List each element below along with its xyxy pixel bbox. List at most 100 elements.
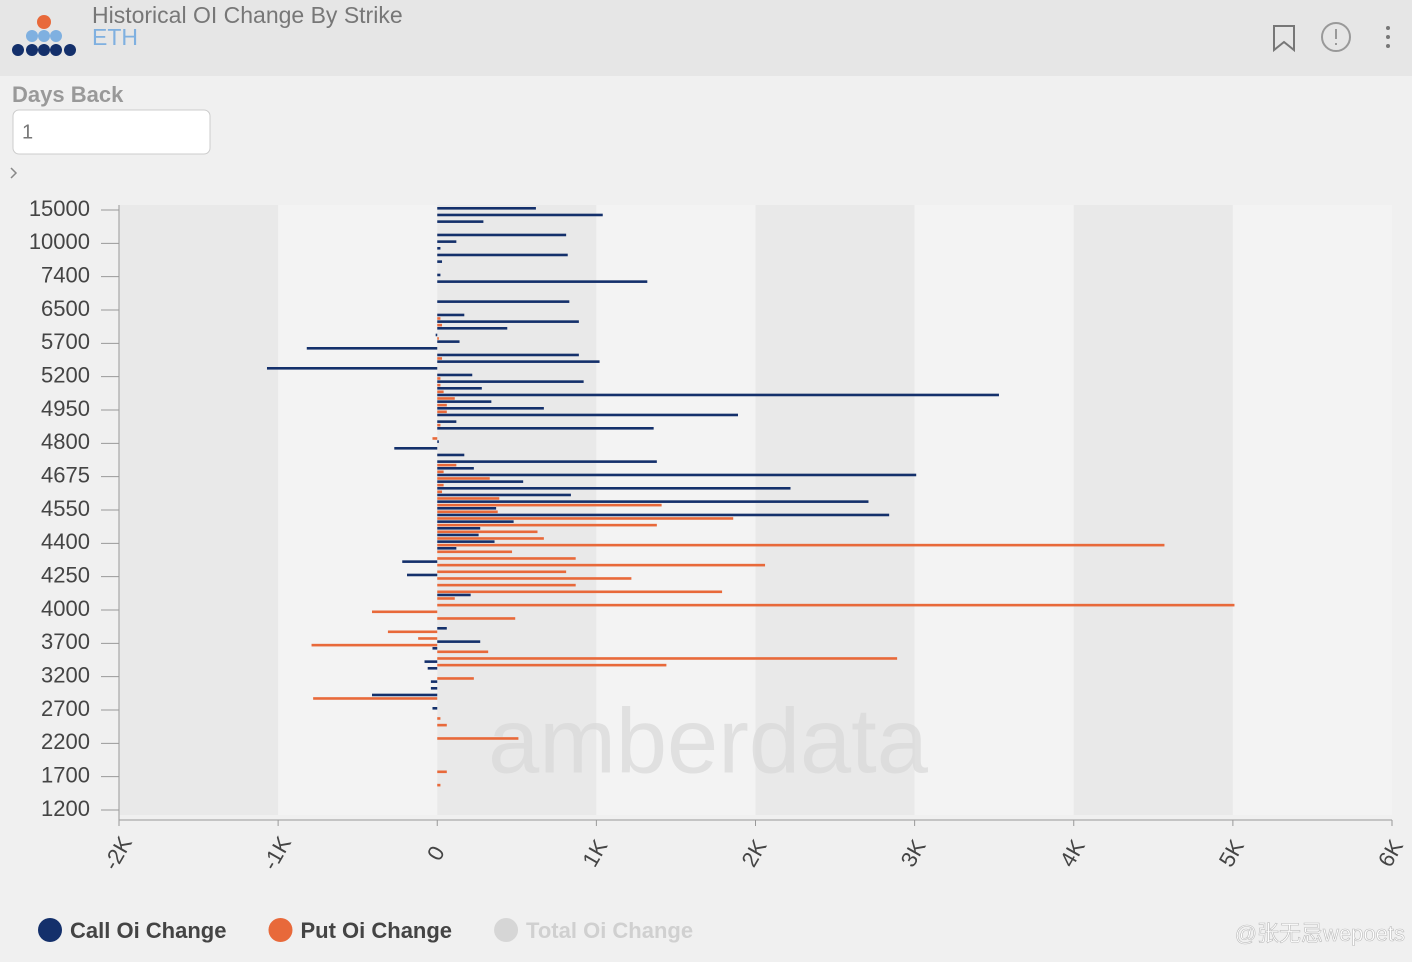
bar [437,393,999,397]
bar [437,597,455,600]
bar [437,737,519,740]
bar [437,440,439,443]
y-tick-label: 4950 [41,396,90,421]
bar [437,520,514,523]
bookmark-icon[interactable] [1273,25,1295,53]
bar [437,337,439,340]
bar [437,423,441,427]
y-tick-label: 1700 [41,762,90,787]
bar [437,387,482,390]
bar [437,260,443,263]
days-back-label: Days Back [12,82,124,107]
y-tick-label: 4550 [41,496,90,521]
y-tick-label: 5200 [41,362,90,387]
bar [437,473,917,477]
bar [437,770,447,774]
logo [12,15,76,56]
bar [437,650,489,654]
bar [437,353,579,357]
plot-band [119,205,279,815]
bar [266,367,438,370]
bar [437,493,571,497]
days-back-value: 1 [22,121,33,143]
bar [437,507,497,510]
bar [437,627,447,630]
more-icon[interactable] [1386,26,1390,48]
bar [437,523,657,527]
plot-band [596,205,756,815]
bar [437,470,444,474]
y-tick-label: 4000 [41,596,90,621]
bar [437,517,734,520]
x-tick-label: 1K [577,835,612,871]
bar [437,380,584,383]
bar [437,563,766,567]
bar [437,407,544,410]
plot-band [1073,205,1233,815]
bar [437,513,890,517]
bar [432,647,438,650]
bar [437,547,457,550]
header-bar [0,0,1412,76]
bar [437,483,444,487]
y-tick-label: 7400 [41,262,90,287]
x-tick-label: -2K [98,832,137,874]
bar [437,207,536,210]
bar [437,557,576,560]
bar [437,320,579,323]
bar [437,570,567,574]
bar [402,560,438,563]
bar [437,527,481,530]
watermark: amberdata [488,690,929,792]
bar [437,663,667,667]
bar [437,327,508,330]
bar [437,510,498,514]
credit: @张无忌wepoets [1235,921,1405,946]
expand-toggle[interactable] [10,167,18,179]
bar [437,220,484,223]
bar [432,707,438,710]
y-tick-label: 1200 [41,796,90,821]
bar [437,413,738,417]
x-tick-label: 3K [896,835,931,871]
info-icon[interactable] [1321,22,1351,52]
bar [432,437,438,440]
subtitle: ETH [92,24,138,50]
y-tick-label: 3200 [41,662,90,687]
bar [387,630,438,634]
y-tick-label: 2700 [41,696,90,721]
bar [372,610,438,614]
bar [437,477,490,480]
legend-label[interactable]: Put Oi Change [300,918,452,943]
days-back-input[interactable] [12,109,211,155]
bar [437,577,632,580]
y-tick-label: 3700 [41,629,90,654]
y-tick-label: 15000 [29,196,90,221]
bar [435,333,438,337]
bar [437,603,1235,607]
bar [437,383,441,387]
y-tick-label: 2200 [41,729,90,754]
bar [437,390,444,394]
bar [437,783,441,787]
bar [437,253,568,257]
bar [437,323,443,327]
bar [437,460,657,463]
bar [437,410,447,414]
legend-swatch [494,918,519,942]
bar [437,273,441,277]
bar [437,247,441,250]
bar [437,723,447,727]
y-tick-label: 5700 [41,329,90,354]
plot-band [914,205,1074,815]
y-tick-label: 6500 [41,296,90,321]
legend-label[interactable]: Total Oi Change [526,918,693,943]
bar [430,687,438,690]
bar [437,360,600,363]
bar [437,593,471,597]
legend-label[interactable]: Call Oi Change [70,918,226,943]
bar [437,490,443,494]
bar [437,550,513,554]
bar [437,540,495,543]
